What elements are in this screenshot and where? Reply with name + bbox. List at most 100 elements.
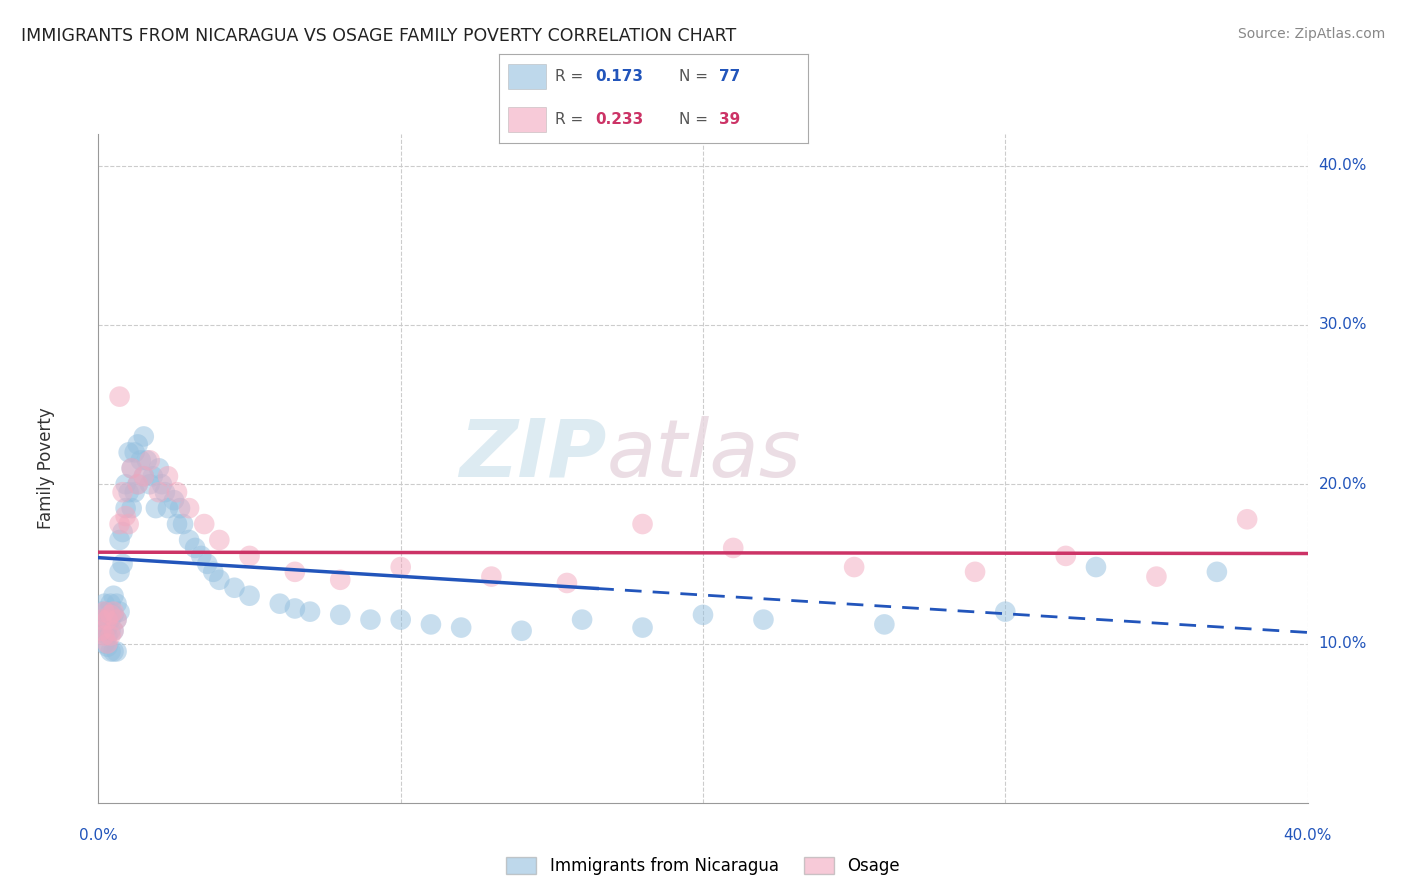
Point [148, 485, 170, 500]
Text: 40.0%: 40.0% [1319, 158, 1367, 173]
Point [631, 517, 654, 532]
Point [145, 501, 167, 516]
Point [121, 461, 143, 475]
Point [90, 624, 112, 638]
Point [96, 640, 118, 654]
Point [1144, 569, 1167, 583]
Text: IMMIGRANTS FROM NICARAGUA VS OSAGE FAMILY POVERTY CORRELATION CHART: IMMIGRANTS FROM NICARAGUA VS OSAGE FAMIL… [21, 27, 737, 45]
Point [692, 607, 714, 622]
Text: 10.0%: 10.0% [1319, 636, 1367, 651]
Text: 20.0%: 20.0% [1319, 476, 1367, 491]
Point [156, 501, 179, 516]
Point [1236, 512, 1258, 526]
Point [90, 613, 112, 627]
Point [127, 437, 149, 451]
Point [100, 624, 122, 638]
Point [166, 517, 188, 532]
Point [105, 644, 128, 658]
Point [127, 477, 149, 491]
Point [108, 533, 131, 547]
Point [299, 605, 322, 619]
Point [139, 477, 162, 491]
Point [100, 597, 122, 611]
Point [177, 501, 201, 516]
Point [389, 560, 412, 574]
Point [108, 605, 131, 619]
Point [93, 624, 115, 638]
Point [555, 576, 578, 591]
Point [184, 541, 207, 555]
Point [965, 565, 987, 579]
Point [190, 549, 212, 563]
Point [224, 581, 246, 595]
Point [105, 597, 128, 611]
Point [166, 485, 188, 500]
Text: R =: R = [555, 70, 588, 84]
Point [93, 628, 115, 642]
Point [193, 517, 215, 532]
Point [208, 533, 231, 547]
Point [150, 477, 173, 491]
Point [752, 613, 775, 627]
Point [121, 461, 143, 475]
Point [139, 453, 162, 467]
Point [1206, 565, 1229, 579]
Point [118, 485, 141, 500]
Point [108, 565, 131, 579]
Point [450, 621, 472, 635]
Point [111, 524, 134, 539]
Point [100, 613, 122, 627]
Point [124, 445, 146, 459]
Point [111, 557, 134, 571]
Point [129, 453, 152, 467]
Text: 30.0%: 30.0% [1319, 318, 1367, 333]
Point [103, 589, 125, 603]
Point [1054, 549, 1077, 563]
Text: atlas: atlas [606, 416, 801, 494]
Text: N =: N = [679, 112, 713, 127]
Point [132, 469, 155, 483]
Point [284, 565, 307, 579]
Text: ZIP: ZIP [458, 416, 606, 494]
Point [108, 390, 131, 404]
Point [481, 569, 503, 583]
Point [96, 628, 118, 642]
Point [135, 453, 157, 467]
Point [96, 621, 118, 635]
Point [105, 613, 128, 627]
Point [148, 461, 170, 475]
Point [127, 477, 149, 491]
Point [96, 613, 118, 627]
Point [169, 501, 191, 516]
Text: Source: ZipAtlas.com: Source: ZipAtlas.com [1237, 27, 1385, 41]
Point [90, 613, 112, 627]
Point [93, 636, 115, 650]
Point [132, 469, 155, 483]
Legend: Immigrants from Nicaragua, Osage: Immigrants from Nicaragua, Osage [499, 850, 907, 881]
Point [844, 560, 866, 574]
Point [172, 517, 194, 532]
Point [269, 597, 291, 611]
Point [239, 549, 262, 563]
Point [389, 613, 412, 627]
Point [111, 485, 134, 500]
Text: 77: 77 [718, 70, 740, 84]
Text: R =: R = [555, 112, 588, 127]
Point [360, 613, 382, 627]
Point [419, 617, 441, 632]
Point [114, 477, 136, 491]
Point [90, 621, 112, 635]
Point [96, 605, 118, 619]
Point [1085, 560, 1108, 574]
Point [631, 621, 654, 635]
Point [90, 605, 112, 619]
Text: N =: N = [679, 70, 713, 84]
Point [103, 605, 125, 619]
Point [195, 557, 218, 571]
Point [103, 644, 125, 658]
Point [108, 517, 131, 532]
Bar [509, 64, 546, 89]
Bar [509, 107, 546, 132]
Text: 0.233: 0.233 [595, 112, 644, 127]
Point [177, 533, 201, 547]
